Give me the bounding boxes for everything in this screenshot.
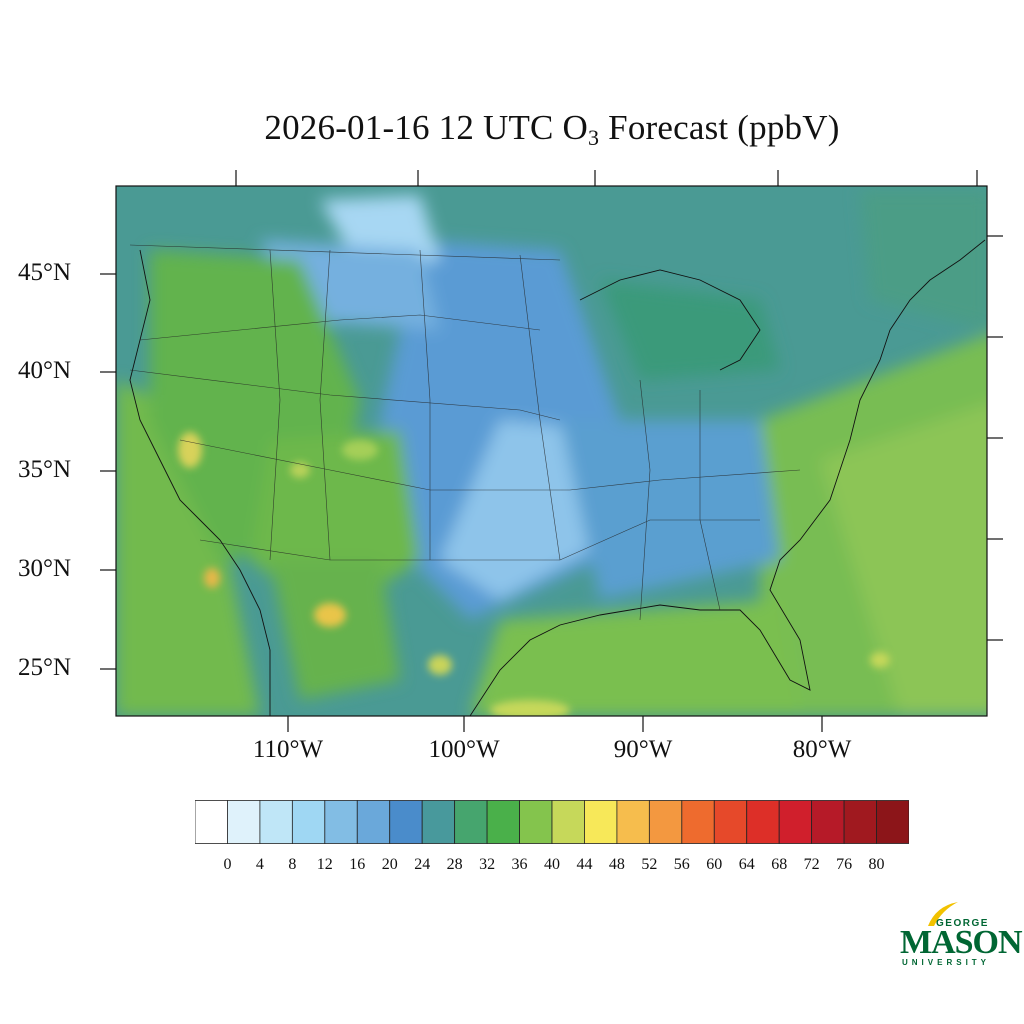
legend-swatch xyxy=(811,800,845,844)
legend-tick-label: 60 xyxy=(706,856,723,873)
legend-swatch xyxy=(421,800,456,844)
legend-tick-label: 12 xyxy=(316,856,333,873)
legend-tick-label: 28 xyxy=(446,856,463,873)
legend-swatch xyxy=(519,800,553,844)
legend-swatch xyxy=(584,800,618,844)
state-borders xyxy=(129,244,801,621)
lat-label-35: 35°N xyxy=(18,456,72,483)
legend-swatch xyxy=(291,800,326,844)
legend-swatch xyxy=(876,800,909,844)
legend-swatch xyxy=(486,800,520,844)
map-title: 2026-01-16 12 UTC O3 Forecast (ppbV) xyxy=(264,108,840,150)
logo-george-text: GEORGE xyxy=(936,918,989,929)
legend-tick-label: 56 xyxy=(673,856,690,873)
legend-swatch xyxy=(324,800,358,844)
legend-swatch xyxy=(681,800,715,844)
legend-swatch xyxy=(713,800,748,844)
legend-tick-label: 48 xyxy=(608,856,625,873)
legend-swatch xyxy=(616,800,650,844)
legend-tick-label: 36 xyxy=(511,856,528,873)
legend-swatch xyxy=(778,800,813,844)
legend-swatch xyxy=(195,800,228,844)
logo-university-text: UNIVERSITY xyxy=(902,958,991,967)
legend-tick-label: 8 xyxy=(288,856,297,873)
legend-tick-label: 80 xyxy=(868,856,885,873)
legend-tick-label: 44 xyxy=(576,856,593,873)
legend-swatch xyxy=(227,800,261,844)
legend-tick-label: 76 xyxy=(836,856,853,873)
ozone-field xyxy=(116,186,987,716)
lat-label-30: 30°N xyxy=(18,555,72,582)
legend-tick-label: 0 xyxy=(223,856,232,873)
axis-ticks xyxy=(100,170,1003,732)
legend-tick-label: 72 xyxy=(803,856,820,873)
legend-tick-label: 52 xyxy=(641,856,658,873)
lat-label-25: 25°N xyxy=(18,654,72,681)
lon-label-110w: 110°W xyxy=(252,736,324,763)
legend-tick-label: 16 xyxy=(349,856,366,873)
legend-swatch xyxy=(551,800,585,844)
lon-label-100w: 100°W xyxy=(428,736,500,763)
legend-swatch xyxy=(648,800,683,844)
legend-swatch xyxy=(259,800,293,844)
legend-tick-label: 64 xyxy=(738,856,755,873)
legend-swatch xyxy=(843,800,877,844)
legend-swatch xyxy=(746,800,780,844)
legend-tick-label: 32 xyxy=(479,856,496,873)
gmu-logo: GEORGE MASON UNIVERSITY xyxy=(896,896,1023,972)
legend-tick-label: 24 xyxy=(414,856,431,873)
logo-mason-text: MASON xyxy=(900,924,1023,961)
legend-tick-label: 68 xyxy=(771,856,788,873)
legend-swatch xyxy=(389,800,423,844)
lat-label-40: 40°N xyxy=(18,357,72,384)
lat-label-45: 45°N xyxy=(18,259,72,286)
legend-tick-label: 40 xyxy=(544,856,560,873)
legend-swatch xyxy=(356,800,391,844)
lon-label-80w: 80°W xyxy=(792,736,852,763)
logo-swoosh-icon xyxy=(928,902,958,926)
legend-tick-label: 4 xyxy=(255,856,264,873)
legend-tick-label: 20 xyxy=(381,856,398,873)
map-frame xyxy=(115,185,988,717)
legend-swatch xyxy=(454,800,488,844)
color-legend xyxy=(195,800,909,844)
lon-label-90w: 90°W xyxy=(613,736,673,763)
